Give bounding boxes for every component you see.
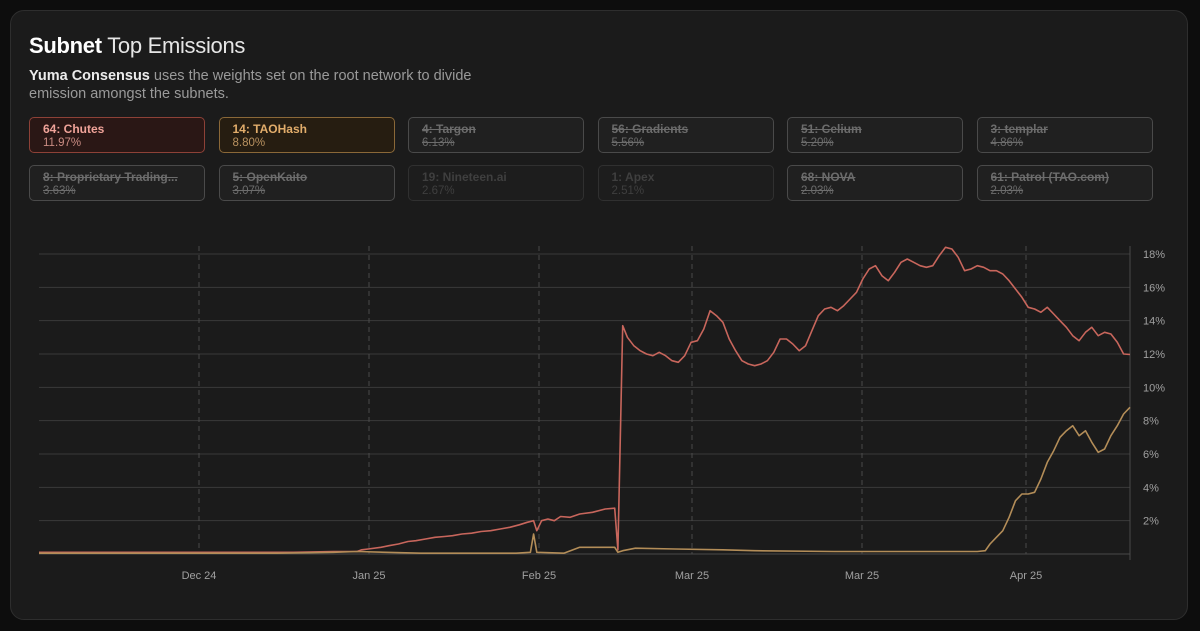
legend-chip-pct: 2.03% [801, 185, 834, 197]
title-bold: Subnet [29, 33, 102, 58]
x-tick-label: Jan 25 [352, 570, 385, 582]
y-tick-label: 18% [1143, 249, 1165, 261]
legend-chip[interactable]: 61: Patrol (TAO.com) 2.03% [976, 165, 1153, 201]
y-tick-label: 10% [1143, 382, 1165, 394]
x-tick-label: Dec 24 [182, 570, 217, 582]
title-light: Top Emissions [107, 33, 246, 58]
legend-chip[interactable]: 68: NOVA 2.03% [787, 165, 963, 201]
legend-chip-pct: 8.80% [232, 137, 266, 149]
legend-chip[interactable]: 1: Apex 2.51% [597, 165, 774, 201]
legend-chip-pct: 6.13% [422, 137, 455, 149]
legend-chip-pct: 2.03% [990, 185, 1024, 197]
y-tick-label: 4% [1143, 482, 1159, 494]
y-tick-label: 2% [1143, 516, 1159, 528]
series-line [39, 406, 1131, 554]
x-tick-label: Apr 25 [1010, 570, 1042, 582]
legend-chip-pct: 3.63% [43, 185, 76, 197]
legend-chip[interactable]: 56: Gradients 5.56% [597, 117, 774, 153]
legend-chip-pct: 5.56% [611, 137, 645, 149]
legend-chip[interactable]: 4: Targon 6.13% [408, 117, 584, 153]
y-tick-label: 12% [1143, 349, 1165, 361]
legend-chip-pct: 2.67% [422, 185, 455, 197]
legend-chip-pct: 2.51% [611, 185, 645, 197]
legend-chip[interactable]: 14: TAOHash 8.80% [218, 117, 395, 153]
legend-chip-pct: 5.20% [801, 137, 834, 149]
legend-chip-pct: 3.07% [232, 185, 266, 197]
legend-chip[interactable]: 51: Celium 5.20% [787, 117, 963, 153]
y-tick-label: 8% [1143, 416, 1159, 428]
x-tick-label: Mar 25 [675, 570, 709, 582]
legend-chip[interactable]: 5: OpenKaito 3.07% [218, 165, 395, 201]
desc-strong: Yuma Consensus [29, 68, 150, 84]
x-tick-label: Mar 25 [845, 570, 879, 582]
legend-chip[interactable]: 64: Chutes 11.97% [29, 117, 205, 153]
legend-chip-pct: 11.97% [43, 137, 82, 149]
chart-description: Yuma Consensus uses the weights set on t… [29, 67, 489, 103]
chart-title: Subnet Top Emissions [29, 33, 245, 59]
y-tick-label: 6% [1143, 449, 1159, 461]
series-line [39, 246, 1131, 554]
emissions-card [10, 10, 1188, 620]
legend-chip[interactable]: 3: templar 4.86% [976, 117, 1153, 153]
desc-rest: uses the weights set on the root network… [29, 68, 472, 102]
legend-chip[interactable]: 8: Proprietary Trading... 3.63% [29, 165, 205, 201]
legend-chip-pct: 4.86% [990, 137, 1024, 149]
y-tick-label: 16% [1143, 282, 1165, 294]
y-tick-label: 14% [1143, 316, 1165, 328]
legend-chip[interactable]: 19: Nineteen.ai 2.67% [408, 165, 584, 201]
x-tick-label: Feb 25 [522, 570, 556, 582]
